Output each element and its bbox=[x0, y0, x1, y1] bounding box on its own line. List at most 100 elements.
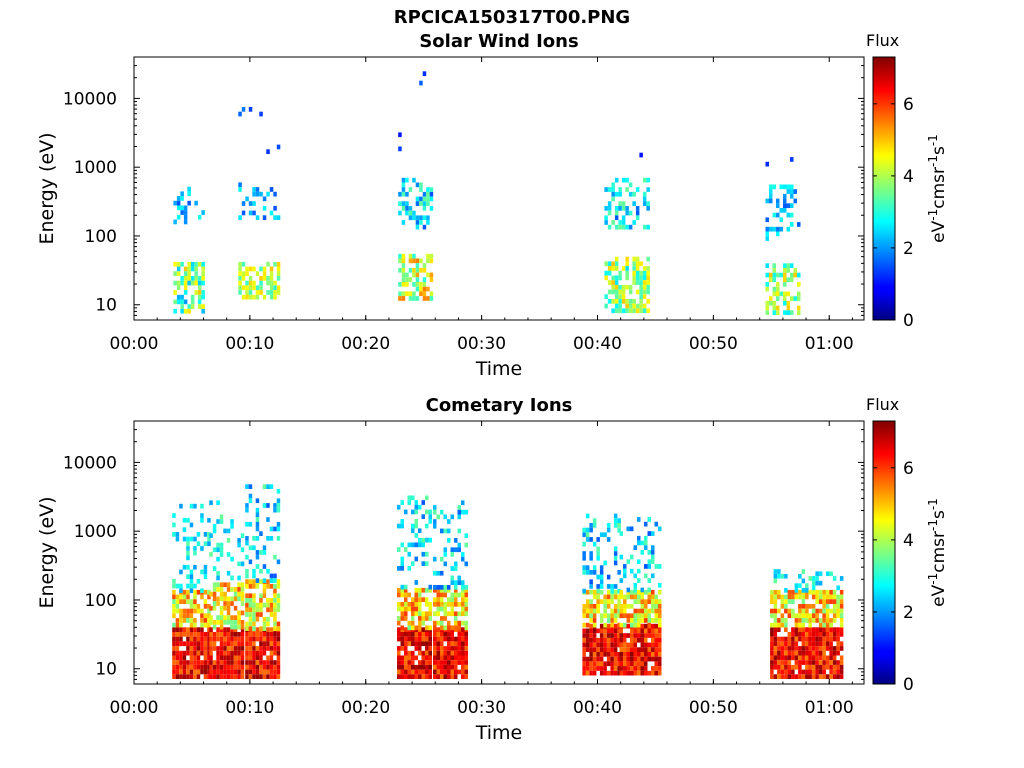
colorbar-tick-label: 6 bbox=[903, 459, 914, 479]
flux-pixel bbox=[259, 550, 263, 555]
flux-pixel bbox=[639, 152, 643, 158]
flux-pixel bbox=[422, 291, 427, 297]
flux-pixel bbox=[203, 574, 208, 579]
flux-pixel bbox=[189, 655, 194, 661]
flux-pixel bbox=[621, 299, 626, 304]
flux-pixel bbox=[805, 618, 809, 623]
flux-pixel bbox=[839, 576, 844, 581]
flux-pixel bbox=[592, 594, 597, 600]
flux-pixel bbox=[173, 219, 177, 225]
flux-pixel bbox=[589, 579, 593, 585]
flux-pixel bbox=[207, 636, 211, 642]
flux-pixel bbox=[182, 632, 187, 637]
flux-pixel bbox=[429, 291, 434, 297]
flux-pixel bbox=[237, 624, 241, 630]
flux-pixel bbox=[276, 584, 281, 589]
flux-pixel bbox=[811, 669, 816, 675]
flux-pixel bbox=[428, 616, 432, 621]
flux-pixel bbox=[450, 597, 454, 602]
flux-pixel bbox=[585, 613, 590, 619]
flux-pixel bbox=[651, 628, 655, 634]
flux-pixel bbox=[617, 633, 621, 638]
flux-pixel bbox=[269, 536, 274, 541]
flux-pixel bbox=[626, 656, 630, 662]
flux-pixel bbox=[808, 664, 812, 670]
flux-pixel bbox=[797, 310, 801, 315]
flux-pixel bbox=[209, 646, 213, 651]
flux-pixel bbox=[259, 641, 263, 647]
flux-pixel bbox=[248, 545, 253, 551]
flux-pixel bbox=[794, 618, 799, 623]
ion-burst-4 bbox=[397, 495, 432, 679]
flux-pixel bbox=[212, 669, 217, 675]
flux-pixel bbox=[589, 656, 593, 662]
flux-pixel bbox=[454, 636, 458, 642]
flux-pixel bbox=[262, 503, 267, 508]
flux-pixel bbox=[783, 198, 787, 204]
flux-pixel bbox=[201, 271, 205, 276]
flux-pixel bbox=[440, 616, 444, 621]
flux-pixel bbox=[269, 573, 274, 579]
flux-pixel bbox=[179, 660, 183, 665]
ion-burst-9 bbox=[808, 571, 844, 679]
flux-pixel bbox=[428, 674, 432, 679]
flux-pixel bbox=[404, 509, 408, 515]
panel-1-title: Solar Wind Ions bbox=[419, 31, 579, 52]
flux-pixel bbox=[596, 666, 600, 671]
flux-pixel bbox=[248, 593, 253, 599]
flux-pixel bbox=[619, 637, 623, 643]
flux-pixel bbox=[450, 641, 454, 647]
flux-pixel bbox=[793, 296, 797, 301]
flux-pixel bbox=[425, 646, 429, 651]
flux-pixel bbox=[440, 669, 444, 675]
flux-pixel bbox=[429, 277, 434, 282]
flux-pixel bbox=[464, 611, 468, 617]
flux-pixel bbox=[619, 652, 623, 657]
flux-pixel bbox=[801, 578, 806, 584]
flux-pixel bbox=[216, 615, 220, 620]
flux-pixel bbox=[772, 212, 776, 218]
flux-pixel bbox=[599, 666, 604, 671]
flux-pixel bbox=[405, 191, 409, 197]
flux-pixel bbox=[836, 636, 840, 642]
flux-pixel bbox=[464, 602, 468, 607]
flux-pixel bbox=[798, 622, 802, 628]
flux-pixel bbox=[194, 290, 198, 295]
flux-pixel bbox=[429, 296, 434, 301]
flux-pixel bbox=[654, 628, 658, 634]
flux-pixel bbox=[240, 587, 245, 592]
flux-pixel bbox=[212, 636, 217, 642]
flux-pixel bbox=[606, 523, 611, 528]
flux-pixel bbox=[233, 655, 238, 661]
flux-pixel bbox=[626, 623, 630, 629]
flux-pixel bbox=[203, 646, 208, 651]
flux-pixel bbox=[822, 618, 826, 623]
flux-pixel bbox=[772, 277, 776, 283]
flux-pixel bbox=[619, 642, 623, 648]
flux-pixel bbox=[182, 669, 187, 675]
flux-pixel bbox=[196, 604, 201, 609]
flux-pixel bbox=[193, 550, 197, 556]
plot-frame bbox=[133, 420, 865, 685]
flux-pixel bbox=[196, 627, 201, 632]
flux-pixel bbox=[808, 604, 812, 609]
flux-pixel bbox=[798, 604, 802, 609]
flux-pixel bbox=[200, 618, 204, 623]
flux-pixel bbox=[604, 206, 608, 211]
flux-pixel bbox=[414, 597, 418, 602]
flux-pixel bbox=[780, 650, 785, 656]
flux-pixel bbox=[461, 606, 465, 612]
flux-pixel bbox=[440, 585, 444, 590]
flux-pixel bbox=[429, 196, 434, 202]
flux-pixel bbox=[623, 594, 627, 600]
flux-pixel bbox=[780, 599, 785, 604]
flux-pixel bbox=[415, 196, 420, 202]
flux-pixel bbox=[637, 656, 641, 662]
flux-pixel bbox=[414, 504, 418, 510]
flux-pixel bbox=[233, 641, 238, 647]
flux-pixel bbox=[273, 650, 277, 656]
flux-pixel bbox=[262, 616, 267, 622]
flux-pixel bbox=[262, 550, 267, 555]
flux-pixel bbox=[461, 641, 465, 647]
flux-pixel bbox=[200, 503, 204, 509]
